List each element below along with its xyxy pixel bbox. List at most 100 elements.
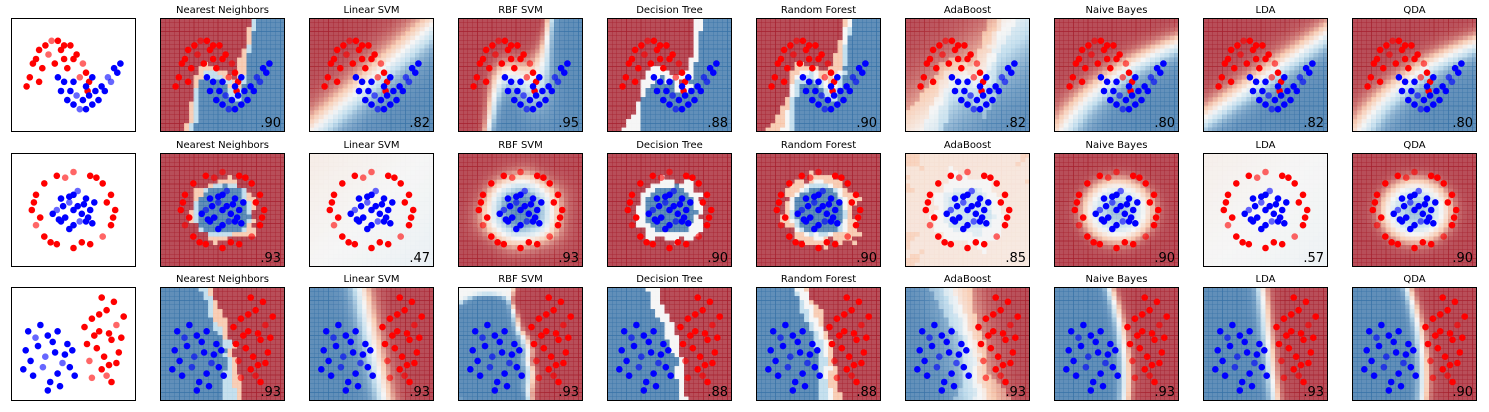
surface-cell <box>933 18 940 23</box>
surface-cell <box>616 88 623 94</box>
surface-cell <box>794 88 800 94</box>
surface-cell <box>669 114 675 120</box>
surface-cell <box>876 26 881 32</box>
surface-cell <box>972 114 978 120</box>
surface-cell <box>664 110 671 116</box>
surface-cell <box>1015 70 1021 76</box>
point-red <box>780 78 788 86</box>
point-blue <box>259 64 267 72</box>
surface-cell <box>1054 114 1060 120</box>
surface-cell <box>938 114 945 120</box>
surface-cell <box>160 53 166 59</box>
surface-cell <box>280 110 285 116</box>
surface-cell <box>770 96 776 102</box>
surface-cell <box>1111 48 1118 54</box>
surface-cell <box>323 96 329 102</box>
surface-cell <box>1102 75 1108 80</box>
surface-cell <box>688 83 695 89</box>
surface-cell <box>1087 61 1094 67</box>
surface-cell <box>1121 92 1127 98</box>
surface-cell <box>467 31 474 37</box>
surface-cell <box>953 96 959 102</box>
surface-cell <box>179 70 185 76</box>
surface-cell <box>856 101 863 107</box>
surface-cell <box>1068 127 1074 132</box>
point-red <box>231 69 239 76</box>
surface-cell <box>419 92 425 98</box>
surface-cell <box>405 101 411 107</box>
surface-cell <box>544 118 550 124</box>
surface-cell <box>169 35 176 41</box>
surface-cell <box>929 22 935 28</box>
surface-cell <box>544 18 550 23</box>
surface-cell <box>232 123 238 129</box>
surface-cell <box>789 123 796 129</box>
surface-cell <box>717 35 723 41</box>
surface-cell <box>1010 39 1017 45</box>
surface-cell <box>558 127 565 132</box>
surface-cell <box>996 123 1002 129</box>
surface-cell <box>1025 127 1030 132</box>
surface-cell <box>962 75 969 80</box>
surface-cell <box>496 44 502 50</box>
surface-cell <box>328 92 334 98</box>
surface-cell <box>943 110 949 116</box>
surface-cell <box>414 22 421 28</box>
surface-cell <box>419 83 425 89</box>
point-blue <box>253 74 261 81</box>
surface-cell <box>160 92 166 98</box>
surface-cell <box>429 70 434 76</box>
surface-cell <box>938 18 945 23</box>
surface-cell <box>506 66 512 72</box>
surface-cell <box>184 26 190 32</box>
point-red <box>821 74 829 81</box>
surface-cell <box>208 18 214 23</box>
surface-cell <box>1092 57 1098 63</box>
surface-cell <box>400 57 406 63</box>
surface-cell <box>1001 44 1007 50</box>
surface-cell <box>405 92 411 98</box>
axes-frame <box>11 18 136 132</box>
surface-cell <box>1054 66 1060 72</box>
point-blue <box>383 92 391 99</box>
surface-cell <box>376 88 382 94</box>
surface-cell <box>409 44 416 50</box>
surface-cell <box>986 48 993 54</box>
score-label: .82 <box>409 116 430 131</box>
surface-cell <box>390 39 397 45</box>
surface-cell <box>467 114 474 120</box>
surface-cell <box>1111 110 1118 116</box>
surface-cell <box>770 57 776 63</box>
surface-cell <box>275 18 281 23</box>
surface-cell <box>578 35 583 41</box>
surface-cell <box>265 75 272 80</box>
point-red <box>827 69 835 76</box>
surface-cell <box>188 88 195 94</box>
surface-cell <box>876 118 881 124</box>
surface-cell <box>309 22 315 28</box>
surface-cell <box>160 61 166 67</box>
surface-cell <box>813 110 820 116</box>
surface-cell <box>251 70 257 76</box>
surface-cell <box>991 105 997 111</box>
surface-cell <box>640 39 647 45</box>
surface-cell <box>847 101 853 107</box>
surface-cell <box>357 96 363 102</box>
surface-cell <box>1058 118 1065 124</box>
surface-cell <box>1135 31 1142 37</box>
surface-cell <box>280 66 285 72</box>
surface-cell <box>1097 26 1103 32</box>
surface-cell <box>707 123 714 129</box>
surface-cell <box>640 35 647 41</box>
surface-cell <box>376 79 382 85</box>
surface-cell <box>866 79 872 85</box>
surface-cell <box>852 96 858 102</box>
surface-cell <box>472 48 478 54</box>
surface-cell <box>520 22 526 28</box>
surface-cell <box>659 48 666 54</box>
surface-cell <box>698 92 704 98</box>
surface-cell <box>472 18 478 23</box>
surface-cell <box>188 83 195 89</box>
surface-cell <box>510 83 517 89</box>
surface-cell <box>160 35 166 41</box>
